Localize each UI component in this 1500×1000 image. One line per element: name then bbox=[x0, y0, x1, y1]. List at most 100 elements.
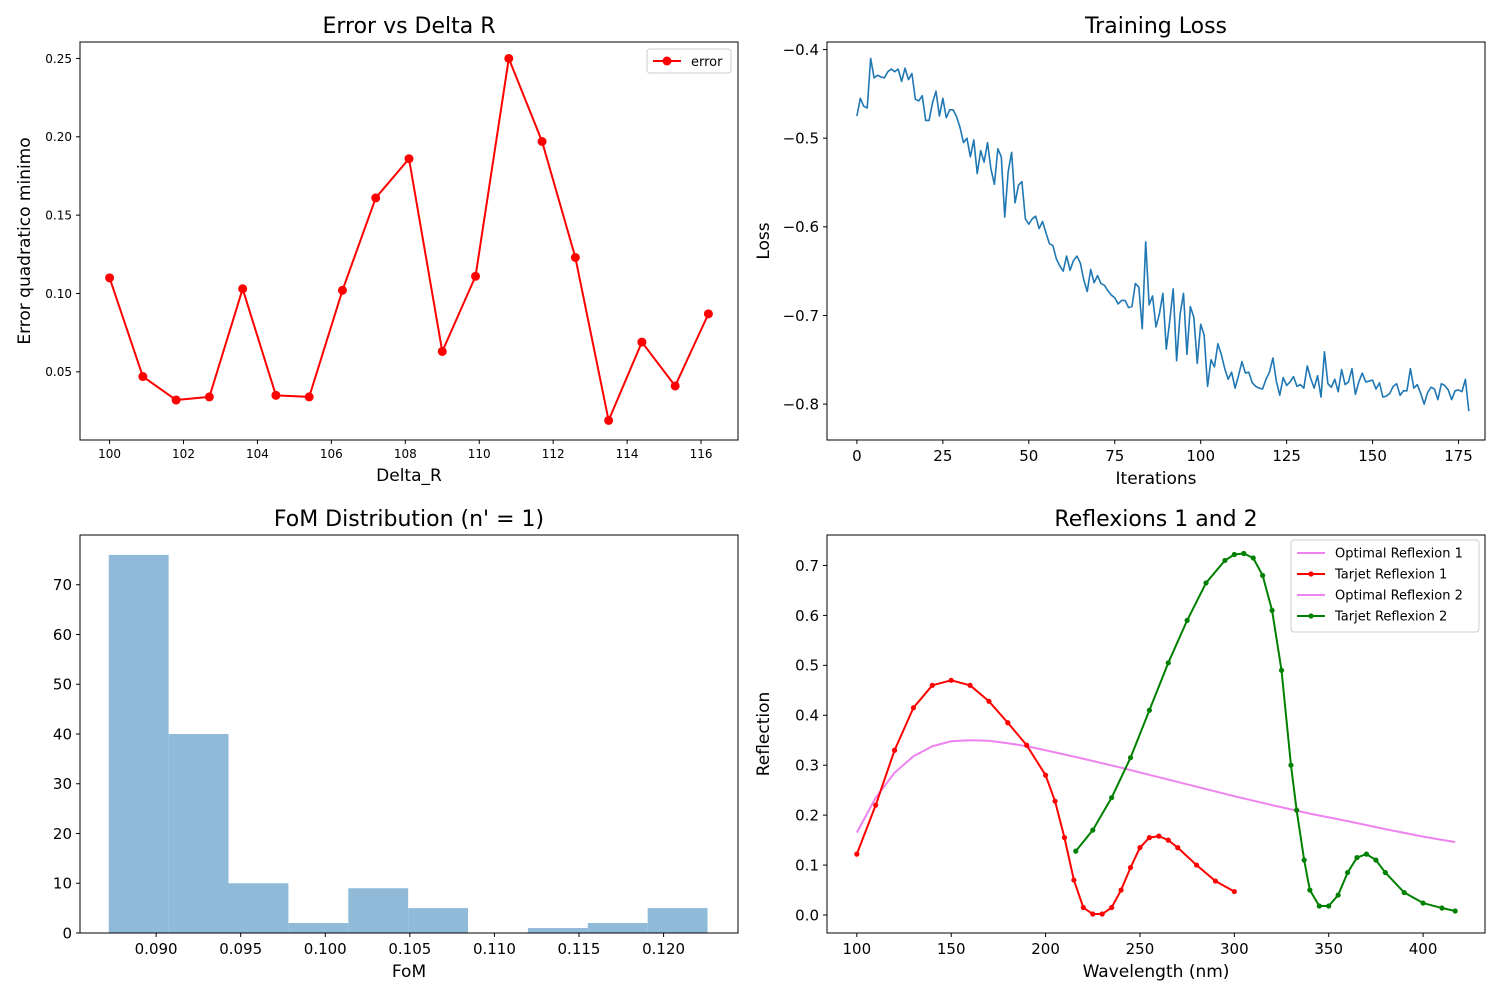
x-tick-label: 100 bbox=[843, 940, 872, 958]
data-point bbox=[1250, 555, 1256, 561]
data-point bbox=[1052, 798, 1058, 804]
data-point bbox=[1146, 707, 1152, 713]
data-point bbox=[1288, 762, 1294, 768]
data-point bbox=[105, 273, 115, 283]
data-point bbox=[1109, 904, 1115, 911]
data-point bbox=[1073, 848, 1079, 854]
y-tick-label: 0.20 bbox=[45, 130, 72, 144]
x-tick-label: 108 bbox=[394, 447, 417, 461]
data-point bbox=[1090, 827, 1096, 833]
x-tick-label: 400 bbox=[1409, 940, 1438, 958]
legend-box bbox=[1290, 539, 1480, 633]
x-tick-label: 116 bbox=[690, 447, 713, 461]
histogram-bar bbox=[228, 883, 289, 933]
x-tick-label: 112 bbox=[542, 447, 565, 461]
data-point bbox=[1090, 911, 1096, 917]
x-tick-label: 200 bbox=[1031, 940, 1060, 958]
histogram-bars bbox=[108, 554, 708, 933]
y-tick-label: 0.10 bbox=[45, 287, 72, 301]
data-point bbox=[1241, 550, 1247, 557]
histogram-bar bbox=[348, 888, 409, 933]
y-axis-label: Loss bbox=[754, 222, 774, 259]
data-point bbox=[1452, 908, 1458, 914]
data-point bbox=[891, 747, 898, 753]
data-point bbox=[1024, 742, 1030, 748]
y-tick-label: 0.05 bbox=[45, 365, 72, 379]
data-point bbox=[1401, 889, 1407, 896]
histogram-bar bbox=[288, 923, 349, 933]
x-tick-label: 250 bbox=[1126, 940, 1155, 958]
x-tick-label: 0.115 bbox=[558, 940, 601, 958]
y-tick-label: 20 bbox=[53, 825, 72, 843]
data-point bbox=[604, 415, 614, 425]
legend-label: Tarjet Reflexion 2 bbox=[1334, 610, 1447, 625]
x-tick-label: 0.100 bbox=[304, 940, 347, 958]
data-point bbox=[1165, 837, 1171, 843]
data-point bbox=[1363, 851, 1370, 857]
chart-3-axes: 0.090 0.095 0.100 0.105 0.110 0.115 0.120 0 10 20… bbox=[53, 507, 739, 982]
x-tick-label: 114 bbox=[616, 447, 639, 461]
y-axis-label: Error quadratico minimo bbox=[15, 137, 35, 344]
data-point bbox=[570, 252, 580, 262]
data-point bbox=[873, 802, 879, 808]
data-point bbox=[1373, 857, 1379, 863]
data-point bbox=[1344, 869, 1351, 876]
legend: error bbox=[646, 48, 732, 74]
axes-frame bbox=[826, 534, 1486, 934]
legend-marker bbox=[1308, 613, 1314, 619]
data-point bbox=[1042, 772, 1049, 778]
data-point bbox=[471, 271, 481, 281]
y-tick-label: 0.1 bbox=[795, 856, 819, 874]
data-point bbox=[1118, 887, 1124, 893]
x-tick-label: 75 bbox=[1105, 447, 1124, 465]
x-tick-label: 102 bbox=[172, 447, 195, 461]
y-tick-label: −0.4 bbox=[783, 41, 819, 59]
x-tick-label: 350 bbox=[1314, 940, 1343, 958]
data-point bbox=[1231, 551, 1237, 558]
histogram-bar bbox=[168, 734, 229, 933]
y-tick-label: −0.6 bbox=[783, 218, 819, 236]
data-point bbox=[1061, 835, 1068, 841]
x-tick-label: 100 bbox=[98, 447, 121, 461]
y-tick-label: 10 bbox=[53, 875, 72, 893]
data-point bbox=[1222, 557, 1228, 564]
series-line bbox=[855, 739, 1456, 844]
loss-line bbox=[856, 57, 1470, 412]
x-tick-label: 106 bbox=[320, 447, 343, 461]
data-point bbox=[1269, 607, 1275, 614]
legend-marker bbox=[662, 56, 672, 66]
x-tick-label: 150 bbox=[1358, 447, 1387, 465]
data-point bbox=[854, 851, 860, 857]
x-tick-label: 0.095 bbox=[219, 940, 262, 958]
data-point bbox=[1420, 900, 1426, 906]
data-point bbox=[1175, 845, 1181, 851]
data-point bbox=[1382, 869, 1388, 876]
data-point bbox=[910, 705, 917, 711]
data-point bbox=[1080, 904, 1086, 911]
data-point bbox=[1127, 864, 1134, 871]
data-point bbox=[1109, 795, 1115, 801]
chart-title: Training Loss bbox=[1084, 14, 1227, 39]
series-line bbox=[108, 57, 710, 422]
y-tick-label: 0.4 bbox=[795, 707, 819, 725]
y-tick-label: −0.8 bbox=[783, 396, 819, 414]
chart-title: FoM Distribution (n' = 1) bbox=[274, 507, 544, 532]
series-line bbox=[855, 679, 1235, 916]
data-point bbox=[171, 395, 181, 405]
data-point bbox=[1146, 835, 1152, 841]
histogram-bar bbox=[408, 908, 469, 933]
data-point bbox=[437, 346, 447, 356]
y-tick-label: 0.2 bbox=[795, 807, 819, 825]
y-tick-label: −0.7 bbox=[783, 307, 819, 325]
axes-frame bbox=[79, 41, 739, 441]
y-tick-label: 50 bbox=[53, 676, 72, 694]
chart-1-axes: 100 102 104 106 108 110 112 114 116 0.05 0.10 0.15 0… bbox=[15, 14, 739, 486]
y-tick-label: 0.0 bbox=[795, 906, 819, 924]
x-tick-label: 110 bbox=[468, 447, 491, 461]
y-tick-label: −0.5 bbox=[783, 130, 819, 148]
data-point bbox=[1260, 572, 1266, 579]
axes-frame bbox=[826, 41, 1486, 441]
histogram-bar bbox=[108, 554, 169, 933]
x-axis-label: Wavelength (nm) bbox=[1083, 962, 1230, 982]
